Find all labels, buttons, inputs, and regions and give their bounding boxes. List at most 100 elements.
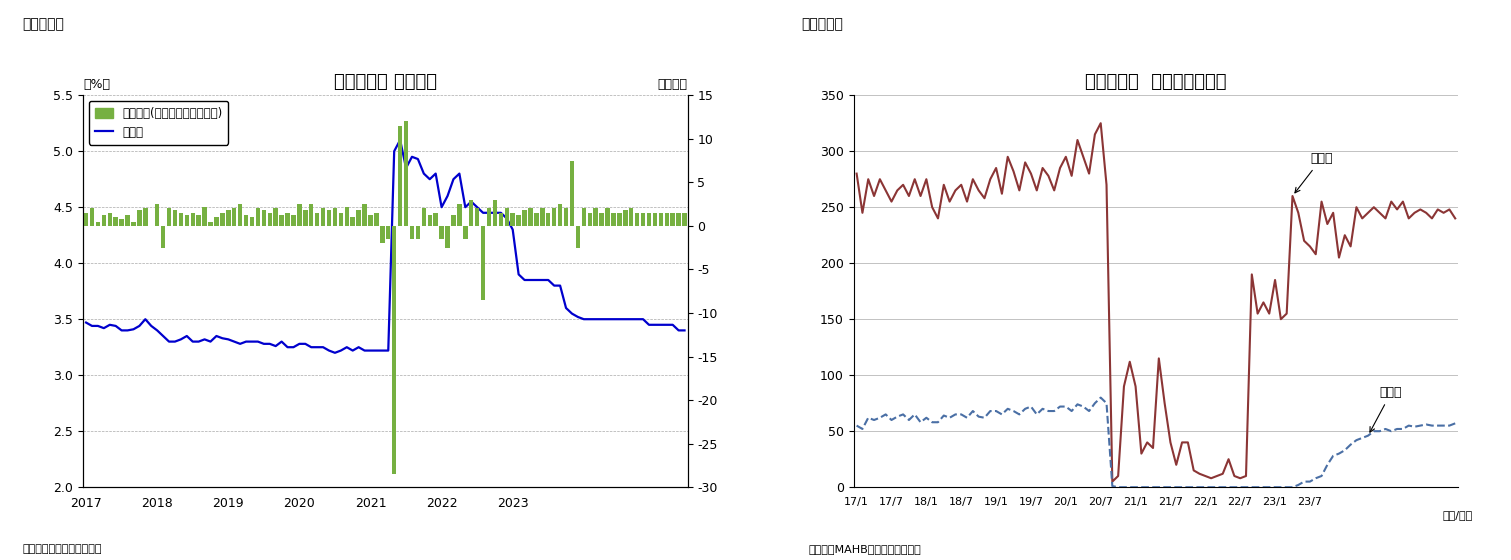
Bar — [600, 213, 604, 226]
Bar — [552, 208, 556, 226]
Bar — [458, 204, 461, 226]
Bar — [428, 216, 432, 226]
Bar — [320, 208, 325, 226]
Bar — [606, 208, 610, 226]
Bar — [304, 210, 308, 226]
Bar — [616, 213, 621, 226]
Bar — [480, 226, 485, 300]
Bar — [659, 213, 663, 226]
Text: （%）: （%） — [83, 78, 110, 91]
Bar — [369, 216, 373, 226]
Bar — [160, 226, 165, 248]
Text: （図表４）: （図表４） — [801, 17, 843, 31]
Bar — [677, 213, 681, 226]
Bar — [629, 208, 633, 226]
Bar — [233, 208, 236, 226]
Bar — [138, 210, 142, 226]
Bar — [196, 216, 201, 226]
Bar — [280, 216, 284, 226]
Bar — [594, 208, 598, 226]
Bar — [273, 208, 278, 226]
Bar — [156, 204, 159, 226]
Bar — [338, 213, 343, 226]
Bar — [267, 213, 272, 226]
Bar — [523, 210, 527, 226]
Bar — [511, 213, 515, 226]
Bar — [292, 216, 296, 226]
Bar — [243, 216, 248, 226]
Bar — [101, 216, 106, 226]
Bar — [363, 204, 367, 226]
Bar — [505, 208, 509, 226]
Bar — [576, 226, 580, 248]
Bar — [647, 213, 651, 226]
Bar — [381, 226, 385, 243]
Legend: 雇用者数(前月比増減、右目盛), 失業率: 雇用者数(前月比増減、右目盛), 失業率 — [89, 101, 228, 145]
Bar — [314, 213, 319, 226]
Bar — [385, 226, 390, 239]
Bar — [184, 216, 189, 226]
Bar — [357, 210, 361, 226]
Bar — [558, 204, 562, 226]
Bar — [190, 213, 195, 226]
Bar — [310, 204, 313, 226]
Bar — [416, 226, 420, 239]
Bar — [172, 210, 177, 226]
Bar — [391, 226, 396, 474]
Bar — [215, 217, 219, 226]
Text: （図表３）: （図表３） — [23, 17, 65, 31]
Bar — [517, 216, 521, 226]
Bar — [125, 216, 130, 226]
Bar — [298, 204, 302, 226]
Bar — [487, 208, 491, 226]
Bar — [539, 208, 544, 226]
Bar — [119, 219, 124, 226]
Bar — [499, 213, 503, 226]
Bar — [107, 213, 112, 226]
Bar — [221, 213, 225, 226]
Bar — [623, 210, 627, 226]
Bar — [409, 226, 414, 239]
Title: マレーシア  国内空港旅客数: マレーシア 国内空港旅客数 — [1085, 73, 1227, 91]
Bar — [446, 226, 450, 248]
Bar — [178, 213, 183, 226]
Title: マレーシア 雇用統計: マレーシア 雇用統計 — [334, 73, 437, 91]
Bar — [166, 208, 171, 226]
Bar — [261, 210, 266, 226]
Bar — [434, 213, 438, 226]
Bar — [474, 208, 479, 226]
Bar — [665, 213, 669, 226]
Bar — [462, 226, 467, 239]
Bar — [237, 204, 242, 226]
Bar — [131, 222, 136, 226]
Bar — [83, 213, 88, 226]
Bar — [635, 213, 639, 226]
Bar — [227, 210, 231, 226]
Bar — [535, 213, 538, 226]
Bar — [440, 226, 444, 239]
Bar — [403, 122, 408, 226]
Bar — [588, 213, 592, 226]
Bar — [375, 213, 379, 226]
Bar — [529, 208, 533, 226]
Text: （資料）マレーシア統計局: （資料）マレーシア統計局 — [23, 544, 103, 554]
Bar — [95, 222, 100, 226]
Bar — [422, 208, 426, 226]
Bar — [351, 217, 355, 226]
Bar — [683, 213, 688, 226]
Bar — [612, 213, 615, 226]
Bar — [671, 213, 675, 226]
Bar — [397, 125, 402, 226]
Bar — [545, 213, 550, 226]
Bar — [89, 208, 94, 226]
Bar — [345, 207, 349, 226]
Text: （資料）MAHBの資料を基に作成: （資料）MAHBの資料を基に作成 — [808, 544, 922, 554]
Bar — [255, 208, 260, 226]
Text: （年/月）: （年/月） — [1443, 510, 1473, 520]
Bar — [570, 161, 574, 226]
Bar — [202, 207, 207, 226]
Text: （万人）: （万人） — [657, 78, 688, 91]
Bar — [113, 217, 118, 226]
Bar — [641, 213, 645, 226]
Bar — [209, 222, 213, 226]
